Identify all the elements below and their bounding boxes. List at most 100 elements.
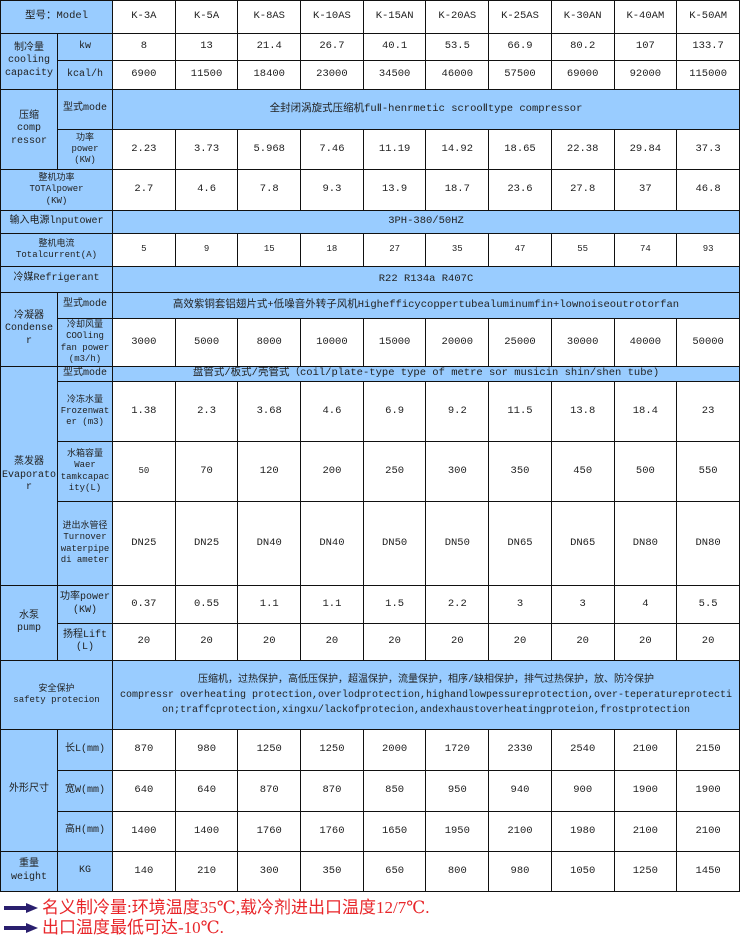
spec-cell: 46000	[425, 60, 490, 90]
spec-cell: 15000	[362, 318, 427, 367]
spec-cell: 115000	[676, 60, 740, 90]
spec-cell: 0.37	[112, 585, 176, 624]
spec-cell: DN25	[112, 501, 176, 586]
section-label: 压缩 comp ressor	[0, 89, 58, 170]
spec-cell: 20	[300, 623, 364, 661]
row-label: 冷冻水量 Frozenwat er (m3)	[56, 381, 114, 442]
spec-cell: 9	[174, 233, 239, 267]
spec-value: 盘管式/板式/壳管式（coil/plate-type type of metre…	[112, 366, 740, 382]
spec-cell: 250	[362, 441, 427, 502]
spec-cell: 80.2	[550, 33, 615, 61]
spec-cell: 1400	[174, 811, 239, 852]
spec-cell: 23	[676, 381, 740, 442]
spec-cell: 10000	[300, 318, 364, 367]
spec-cell: 2100	[613, 811, 678, 852]
section-label: 输入电源lnputower	[0, 210, 114, 234]
model-header: 型号：Model	[0, 0, 114, 34]
spec-cell: 3.68	[237, 381, 302, 442]
spec-cell: 1900	[613, 770, 678, 812]
row-label: 宽W(mm)	[56, 770, 114, 812]
spec-cell: 14.92	[425, 129, 490, 170]
spec-cell: 20	[174, 623, 239, 661]
model-name: K-20AS	[425, 0, 490, 34]
spec-value: 压缩机，过热保护，高低压保护，超温保护，流量保护，相序/缺相保护，排气过热保护，…	[112, 660, 740, 730]
spec-cell: 57500	[488, 60, 552, 90]
spec-cell: 1760	[237, 811, 302, 852]
spec-cell: 1.1	[300, 585, 364, 624]
spec-cell: 18.7	[425, 169, 490, 211]
spec-cell: 1.5	[362, 585, 427, 624]
row-label: KG	[56, 851, 114, 892]
spec-cell: 47	[488, 233, 552, 267]
spec-cell: 20	[488, 623, 552, 661]
spec-cell: DN50	[362, 501, 427, 586]
spec-cell: 1250	[300, 729, 364, 771]
table-row: 水箱容量 Waer tamkcapac ity(L) 50 70 120 200 250 3…	[1, 441, 740, 502]
spec-cell: 1250	[613, 851, 678, 892]
spec-cell: 870	[237, 770, 302, 812]
spec-cell: 34500	[362, 60, 427, 90]
notes: 名义制冷量:环境温度35℃,载冷剂进出口温度12/7℃. 出口温度最低可达-10…	[0, 898, 740, 938]
spec-cell: 21.4	[237, 33, 302, 61]
row-label: 高H(mm)	[56, 811, 114, 852]
row-label: 型式mode	[56, 292, 114, 319]
arrow-right-icon	[4, 903, 40, 913]
spec-cell: 25000	[488, 318, 552, 367]
spec-cell: 1980	[550, 811, 615, 852]
spec-cell: DN80	[676, 501, 740, 586]
spec-cell: 55	[550, 233, 615, 267]
row-label: kw	[56, 33, 114, 61]
spec-cell: 3.73	[174, 129, 239, 170]
spec-cell: 66.9	[488, 33, 552, 61]
table-row: 蒸发器 Evaporato r 型式mode 盘管式/板式/壳管式（coil/pla…	[0, 366, 740, 586]
note-text: 出口温度最低可达-10℃.	[42, 918, 224, 937]
table-row: 输入电源lnputower 3PH-380/50HZ	[0, 210, 740, 234]
model-name: K-40AM	[613, 0, 678, 34]
spec-cell: 1950	[425, 811, 490, 852]
section-label: 外形尺寸	[0, 729, 58, 852]
spec-cell: 2100	[488, 811, 552, 852]
spec-cell: 11.5	[488, 381, 552, 442]
spec-cell: 50000	[676, 318, 740, 367]
spec-cell: 35	[425, 233, 490, 267]
spec-cell: 107	[613, 33, 678, 61]
spec-cell: 18.65	[488, 129, 552, 170]
row-label: 冷却风量 COOling fan power (m3/h)	[56, 318, 114, 367]
table-row: kcal/h 6900 11500 18400 23000 34500 46000 57500…	[1, 60, 740, 90]
spec-cell: 27	[362, 233, 427, 267]
spec-cell: 3000	[112, 318, 176, 367]
spec-value: 高效紫铜套铝翅片式+低噪音外转子风机Highefficycoppertubeal…	[112, 292, 740, 319]
table-row: 整机功率 TOTAlpower (KW) 2.7 4.6 7.8 9.3 13.9 18.7…	[0, 169, 740, 211]
table-row: 功率 power (KW) 2.23 3.73 5.968 7.46 11.19 14.92…	[1, 129, 740, 170]
model-name: K-30AN	[550, 0, 615, 34]
table-row: 进出水管径 Turnover waterpipe di ameter DN25 DN…	[1, 501, 740, 586]
table-row: 重量 weight KG 140 210 300 350 650 800 980 1050 1250…	[0, 851, 740, 892]
spec-cell: 15	[237, 233, 302, 267]
model-name: K-5A	[174, 0, 239, 34]
spec-cell: 30000	[550, 318, 615, 367]
spec-cell: 2540	[550, 729, 615, 771]
row-label: kcal/h	[56, 60, 114, 90]
spec-cell: 5.968	[237, 129, 302, 170]
spec-cell: 200	[300, 441, 364, 502]
spec-cell: 5.5	[676, 585, 740, 624]
spec-cell: 1250	[237, 729, 302, 771]
spec-cell: 800	[425, 851, 490, 892]
spec-cell: 40000	[613, 318, 678, 367]
spec-cell: 4.6	[300, 381, 364, 442]
spec-cell: 900	[550, 770, 615, 812]
spec-cell: 93	[676, 233, 740, 267]
spec-cell: 69000	[550, 60, 615, 90]
section-label: 冷凝器 Condense r	[0, 292, 58, 367]
spec-cell: DN40	[300, 501, 364, 586]
spec-cell: 5000	[174, 318, 239, 367]
spec-cell: 870	[112, 729, 176, 771]
table-row: 扬程Lift (L) 20 20 20 20 20 20 20 20 20 20	[1, 623, 740, 661]
row-label: 型式mode	[56, 366, 114, 382]
spec-cell: 18400	[237, 60, 302, 90]
spec-cell: 140	[112, 851, 176, 892]
spec-cell: 450	[550, 441, 615, 502]
spec-cell: DN80	[613, 501, 678, 586]
note-2: 出口温度最低可达-10℃.	[0, 918, 740, 938]
spec-cell: 2.2	[425, 585, 490, 624]
